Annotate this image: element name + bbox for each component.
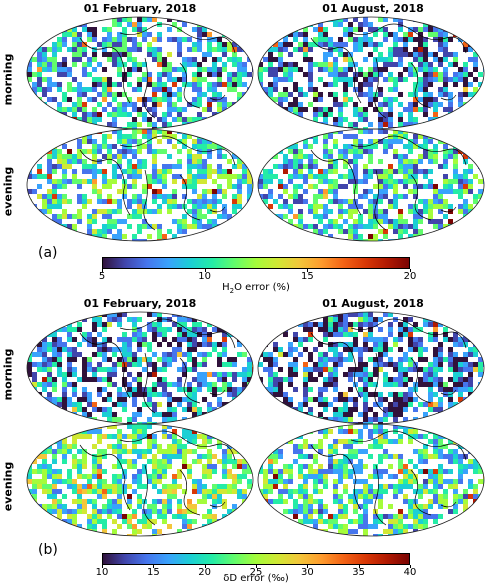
colorbar-tick-label: 10 (198, 271, 212, 282)
colorbar-tick-mark (307, 565, 309, 568)
colorbar-tick-mark (256, 565, 257, 568)
colorbar-tick-label: 5 (98, 271, 106, 282)
colorbar-tick-mark (410, 565, 411, 568)
coastline (310, 135, 467, 231)
colorbar-tick-label: 40 (403, 567, 417, 578)
map-outline (26, 128, 254, 242)
map-outline (257, 128, 485, 242)
map-a-feb-evening (26, 128, 254, 242)
map-a-aug-morning (257, 16, 485, 130)
colorbar-tick-label: 30 (300, 567, 314, 578)
column-title-aug-b: 01 August, 2018 (322, 297, 424, 310)
colorbar-b-label: δD error (‰) (223, 573, 289, 584)
colorbar-tick-mark (410, 269, 411, 272)
map-b-aug-evening (257, 423, 485, 537)
map-b-feb-morning (26, 311, 254, 425)
map-a-feb-morning (26, 16, 254, 130)
coastline (310, 23, 467, 119)
panel-label-b: (b) (38, 542, 58, 558)
coastline (79, 430, 236, 526)
coastline (79, 135, 236, 231)
map-outline (26, 423, 254, 537)
row-label-evening-b: evening (1, 461, 15, 512)
column-title-aug-a: 01 August, 2018 (322, 2, 424, 15)
row-label-morning-b: morning (1, 348, 15, 401)
map-outline (257, 423, 485, 537)
colorbar-a-label: H2O error (%) (222, 282, 290, 295)
colorbar-b (102, 553, 410, 565)
coastline (310, 318, 467, 414)
map-b-aug-morning (257, 311, 485, 425)
colorbar-tick-label: 15 (146, 567, 160, 578)
column-title-feb-a: 01 February, 2018 (83, 2, 197, 15)
colorbar-tick-mark (307, 269, 309, 272)
panel-label-a: (a) (38, 245, 58, 261)
colorbar-tick-mark (102, 565, 103, 568)
map-b-feb-evening (26, 423, 254, 537)
colorbar-tick-label: 20 (198, 567, 212, 578)
coastline (310, 430, 467, 526)
colorbar-tick-mark (153, 565, 155, 568)
colorbar-tick-label: 15 (300, 271, 314, 282)
colorbar-tick-label: 20 (403, 271, 417, 282)
colorbar-tick-mark (204, 269, 206, 272)
colorbar-tick-label: 10 (95, 567, 109, 578)
colorbar-tick-mark (204, 565, 206, 568)
coastline (79, 318, 236, 414)
colorbar-tick-mark (102, 269, 103, 272)
coastline (79, 23, 236, 119)
column-title-feb-b: 01 February, 2018 (83, 297, 197, 310)
colorbar-a (102, 257, 410, 269)
map-a-aug-evening (257, 128, 485, 242)
colorbar-tick-label: 25 (249, 567, 263, 578)
colorbar-tick-mark (358, 565, 360, 568)
colorbar-tick-label: 35 (352, 567, 366, 578)
